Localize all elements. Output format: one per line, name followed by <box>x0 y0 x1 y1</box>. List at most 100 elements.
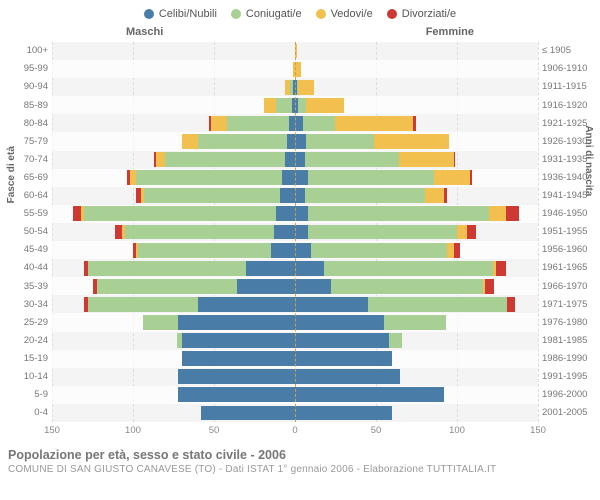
y-tick-right: 1931-1935 <box>542 151 587 169</box>
y-tick-right: 1926-1930 <box>542 132 587 150</box>
y-tick-left: 20-24 <box>24 332 48 350</box>
segment-ved <box>434 170 470 185</box>
segment-con <box>143 315 179 330</box>
segment-con <box>138 243 271 258</box>
y-tick-left: 75-79 <box>24 132 48 150</box>
segment-ved <box>298 80 314 95</box>
female-bar <box>295 44 538 59</box>
female-bar <box>295 98 538 113</box>
segment-cel <box>285 152 295 167</box>
y-tick-right: 1996-2000 <box>542 386 587 404</box>
y-axis-title-right: Anni di nascita <box>583 125 594 196</box>
segment-cel <box>237 279 295 294</box>
segment-con <box>227 116 289 131</box>
y-tick-left: 65-69 <box>24 169 48 187</box>
y-tick-right: 1976-1980 <box>542 313 587 331</box>
center-divider <box>295 42 296 422</box>
segment-cel <box>178 387 295 402</box>
segment-con <box>136 170 282 185</box>
male-bar <box>52 279 295 294</box>
female-bar <box>295 80 538 95</box>
gridline <box>538 42 539 422</box>
male-bar <box>52 351 295 366</box>
female-bar <box>295 315 538 330</box>
male-bar <box>52 369 295 384</box>
x-axis: 15010050050100150 <box>52 422 538 444</box>
male-bar <box>52 44 295 59</box>
segment-ved <box>374 134 449 149</box>
segment-con <box>368 297 507 312</box>
segment-con <box>389 333 402 348</box>
segment-con <box>84 206 275 221</box>
y-tick-right: 1961-1965 <box>542 259 587 277</box>
y-tick-right: 1921-1925 <box>542 114 587 132</box>
chart-subtitle: COMUNE DI SAN GIUSTO CANAVESE (TO) - Dat… <box>8 464 592 475</box>
segment-ved <box>211 116 227 131</box>
segment-div <box>506 206 519 221</box>
y-tick-right: 1986-1990 <box>542 350 587 368</box>
y-tick-left: 40-44 <box>24 259 48 277</box>
legend-label: Divorziati/e <box>402 8 456 20</box>
y-tick-right: 1981-1985 <box>542 332 587 350</box>
female-bar <box>295 369 538 384</box>
y-tick-right: 1991-1995 <box>542 368 587 386</box>
segment-con <box>198 134 287 149</box>
segment-div <box>496 261 506 276</box>
plot <box>52 42 538 422</box>
female-bar <box>295 297 538 312</box>
chart-legend: Celibi/NubiliConiugati/eVedovi/eDivorzia… <box>8 8 592 20</box>
y-tick-left: 0-4 <box>34 404 48 422</box>
female-bar <box>295 279 538 294</box>
segment-cel <box>295 225 308 240</box>
y-tick-left: 85-89 <box>24 96 48 114</box>
y-axis-right: ≤ 19051906-19101911-19151916-19201921-19… <box>538 42 592 422</box>
segment-con <box>305 152 399 167</box>
segment-div <box>485 279 495 294</box>
segment-con <box>384 315 446 330</box>
y-tick-left: 50-54 <box>24 223 48 241</box>
female-bar <box>295 62 538 77</box>
male-bar <box>52 225 295 240</box>
y-tick-left: 5-9 <box>34 386 48 404</box>
segment-cel <box>295 297 368 312</box>
y-tick-left: 95-99 <box>24 60 48 78</box>
male-bar <box>52 206 295 221</box>
male-bar <box>52 406 295 421</box>
y-tick-right: 1951-1955 <box>542 223 587 241</box>
female-bar <box>295 351 538 366</box>
male-bar <box>52 261 295 276</box>
segment-con <box>276 98 292 113</box>
segment-cel <box>280 188 295 203</box>
female-bar <box>295 243 538 258</box>
female-bar <box>295 225 538 240</box>
male-bar <box>52 387 295 402</box>
male-bar <box>52 134 295 149</box>
segment-ved <box>489 206 505 221</box>
legend-label: Vedovi/e <box>331 8 373 20</box>
male-bar <box>52 315 295 330</box>
segment-cel <box>295 243 311 258</box>
legend-swatch <box>144 9 154 19</box>
segment-cel <box>295 170 308 185</box>
segment-cel <box>282 170 295 185</box>
y-tick-left: 10-14 <box>24 368 48 386</box>
segment-div <box>467 225 477 240</box>
x-tick: 50 <box>209 425 220 436</box>
segment-cel <box>295 279 331 294</box>
y-axis-left: 100+95-9990-9485-8980-8475-7970-7465-696… <box>8 42 52 422</box>
segment-div <box>454 243 460 258</box>
segment-cel <box>295 134 306 149</box>
legend-swatch <box>316 9 326 19</box>
segment-con <box>97 279 236 294</box>
segment-div <box>73 206 81 221</box>
x-tick: 150 <box>530 425 546 436</box>
segment-ved <box>182 134 198 149</box>
male-bar <box>52 243 295 258</box>
female-bar <box>295 406 538 421</box>
segment-con <box>88 297 198 312</box>
y-tick-right: 1936-1940 <box>542 169 587 187</box>
legend-item: Celibi/Nubili <box>144 8 217 20</box>
segment-cel <box>246 261 295 276</box>
y-tick-left: 60-64 <box>24 187 48 205</box>
segment-div <box>413 116 416 131</box>
